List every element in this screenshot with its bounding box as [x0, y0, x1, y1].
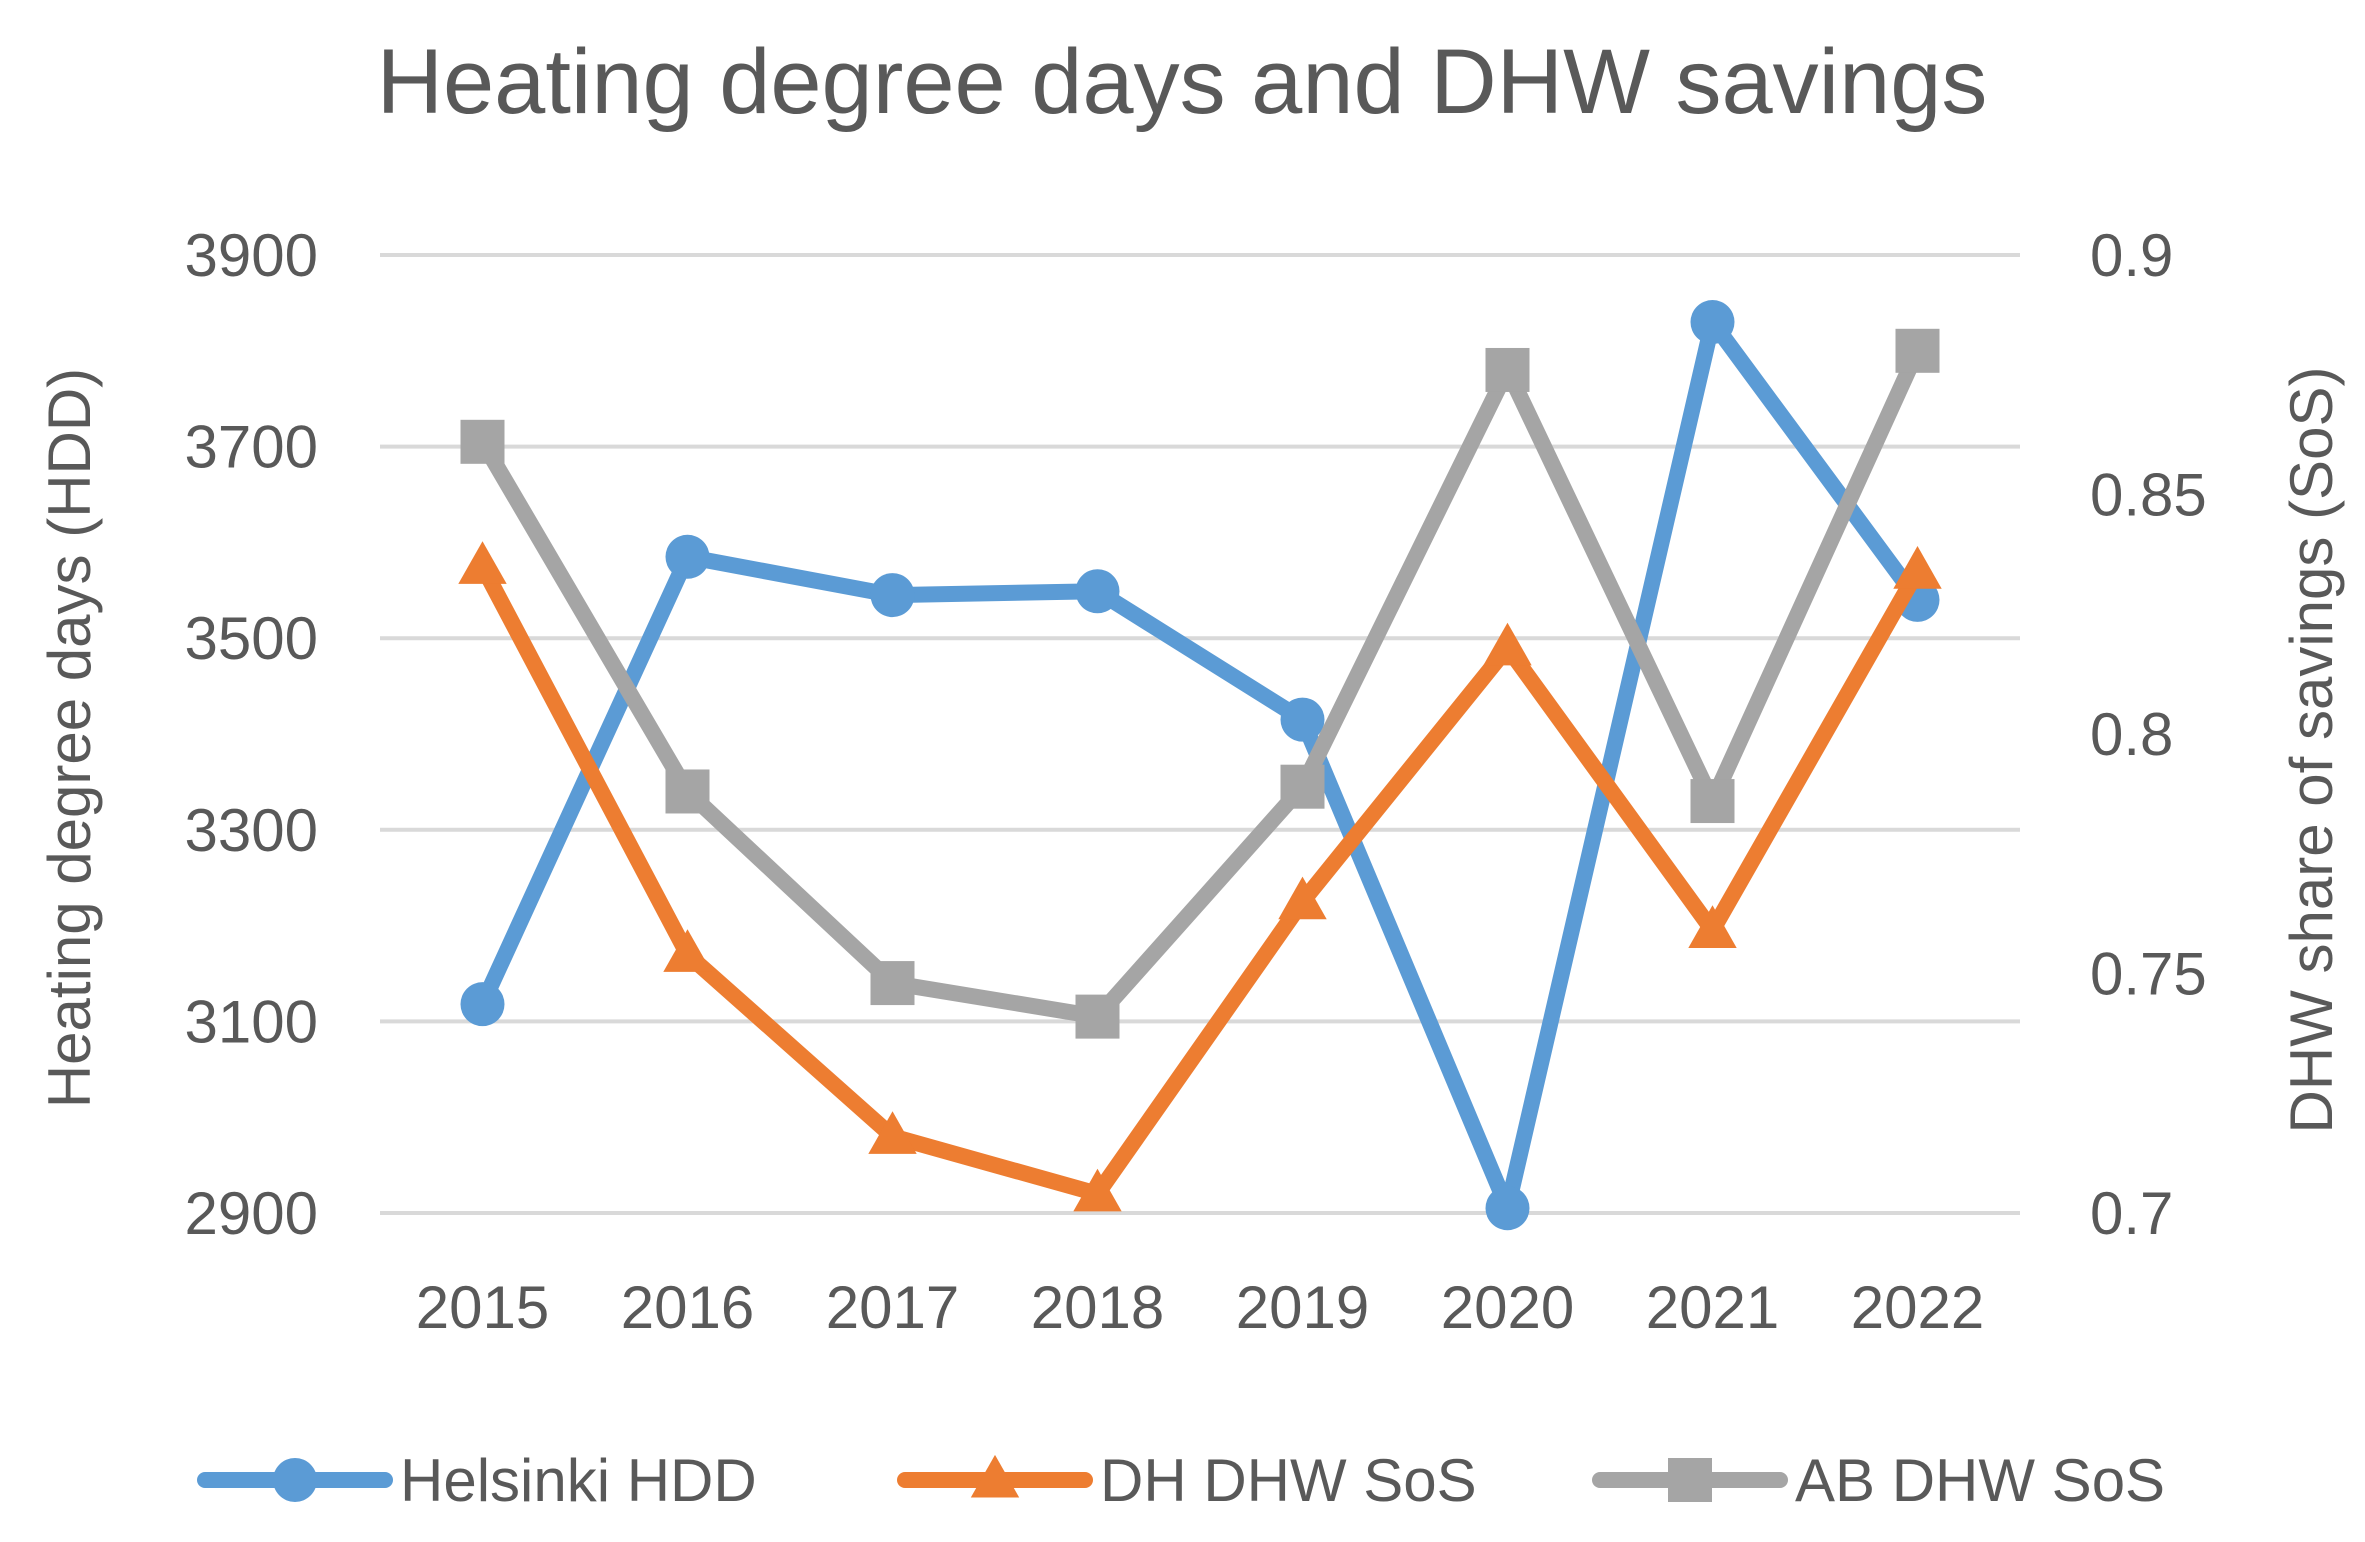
data-point-triangle	[1483, 622, 1532, 666]
data-point-circle	[1280, 697, 1325, 742]
data-point-circle	[1690, 300, 1735, 345]
data-point-triangle	[1073, 1168, 1122, 1212]
legend-label: AB DHW SoS	[1795, 1447, 2165, 1514]
legend-item: DH DHW SoS	[897, 1447, 1477, 1514]
series-helsinki-hdd	[460, 300, 1940, 1231]
right-axis-ticks: 0.9 0.85 0.8 0.75 0.7	[2090, 222, 2207, 1247]
x-tick-label: 2016	[621, 1274, 754, 1341]
legend-marker-triangle	[970, 1454, 1020, 1498]
data-point-circle	[665, 534, 710, 579]
series-ab-dhw-sos	[460, 328, 1940, 1039]
series-layer	[458, 300, 1942, 1231]
series-dh-dhw-sos	[458, 541, 1942, 1212]
data-point-circle	[1485, 1186, 1530, 1231]
data-point-triangle	[1893, 546, 1942, 589]
legend-marker-circle	[273, 1458, 317, 1502]
left-tick-label: 3900	[185, 222, 318, 289]
left-tick-label: 3700	[185, 414, 318, 481]
series-line	[474, 314, 1926, 1217]
data-point-square	[870, 961, 915, 1006]
left-axis-title: Heating degree days (HDD)	[36, 368, 103, 1108]
legend-label: Helsinki HDD	[400, 1447, 757, 1514]
legend-item: Helsinki HDD	[197, 1447, 757, 1514]
data-point-circle	[870, 573, 915, 618]
data-point-circle	[460, 982, 505, 1027]
left-tick-label: 3300	[185, 797, 318, 864]
data-point-square	[1075, 994, 1120, 1039]
left-axis-ticks: 3900 3700 3500 3300 3100 2900	[185, 222, 318, 1247]
data-point-triangle	[868, 1111, 917, 1154]
data-point-circle	[1075, 569, 1120, 614]
x-tick-label: 2020	[1441, 1274, 1574, 1341]
x-tick-label: 2022	[1851, 1274, 1984, 1341]
x-tick-label: 2021	[1646, 1274, 1779, 1341]
right-tick-label: 0.7	[2090, 1180, 2173, 1247]
data-point-triangle	[1688, 905, 1737, 948]
data-point-triangle	[458, 541, 507, 584]
x-tick-label: 2017	[826, 1274, 959, 1341]
chart-title: Heating degree days and DHW savings	[377, 31, 1988, 133]
left-tick-label: 3100	[185, 988, 318, 1055]
data-point-square	[1280, 764, 1325, 809]
x-tick-label: 2018	[1031, 1274, 1164, 1341]
data-point-triangle	[663, 929, 712, 972]
legend-marker-square	[1668, 1458, 1712, 1502]
right-tick-label: 0.75	[2090, 941, 2207, 1008]
right-tick-label: 0.9	[2090, 222, 2173, 289]
left-tick-label: 3500	[185, 605, 318, 672]
legend-label: DH DHW SoS	[1100, 1447, 1477, 1514]
right-tick-label: 0.85	[2090, 462, 2207, 529]
data-point-square	[1895, 328, 1940, 373]
x-tick-label: 2019	[1236, 1274, 1369, 1341]
data-point-square	[1485, 347, 1530, 392]
data-point-triangle	[1278, 876, 1327, 920]
left-tick-label: 2900	[185, 1180, 318, 1247]
legend-item: AB DHW SoS	[1592, 1447, 2165, 1514]
right-axis-title: DHW share of savings (SoS)	[2278, 367, 2345, 1134]
legend: Helsinki HDD DH DHW SoS AB DHW SoS	[197, 1447, 2165, 1514]
x-tick-label: 2015	[416, 1274, 549, 1341]
data-point-square	[460, 419, 505, 464]
data-point-square	[665, 769, 710, 814]
data-point-square	[1690, 779, 1735, 824]
series-line	[474, 558, 1926, 1202]
right-tick-label: 0.8	[2090, 701, 2173, 768]
series-line	[474, 342, 1926, 1025]
x-axis-ticks: 2015 2016 2017 2018 2019 2020 2021 2022	[416, 1274, 1984, 1341]
